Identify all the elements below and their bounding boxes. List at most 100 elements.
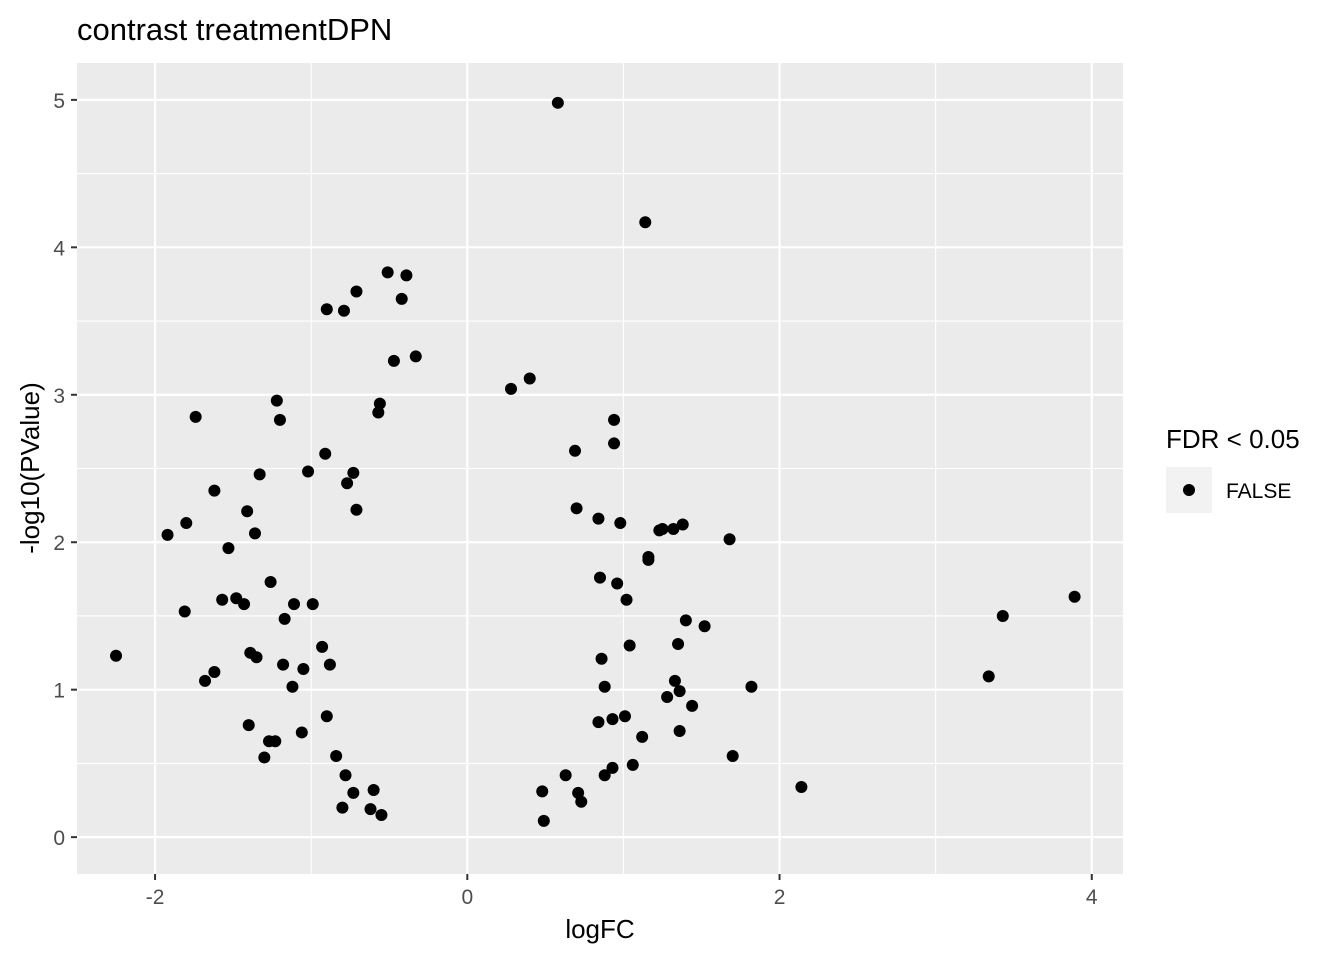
data-point (269, 735, 282, 748)
data-point (668, 674, 681, 687)
data-point (161, 528, 174, 541)
data-point (592, 716, 605, 729)
data-point (996, 609, 1009, 622)
data-point (347, 466, 360, 479)
data-point (320, 710, 333, 723)
y-axis-label: -log10(PValue) (15, 382, 45, 554)
data-point (636, 730, 649, 743)
y-tick-label: 1 (53, 680, 65, 703)
data-point (320, 303, 333, 316)
data-points (110, 96, 1081, 827)
data-point (726, 750, 739, 763)
data-point (302, 465, 315, 478)
y-tick-label: 5 (53, 90, 65, 113)
data-point (1068, 590, 1081, 603)
data-point (189, 410, 202, 423)
data-point (676, 518, 689, 531)
data-point (673, 724, 686, 737)
data-point (216, 593, 229, 606)
data-point (661, 691, 674, 704)
data-point (598, 769, 611, 782)
data-point (570, 502, 583, 515)
data-point (277, 658, 290, 671)
data-point (253, 468, 266, 481)
data-point (367, 783, 380, 796)
data-point (606, 713, 619, 726)
data-point (250, 651, 263, 664)
legend-key-point (1183, 484, 1195, 496)
data-point (350, 503, 363, 516)
data-point (551, 96, 564, 109)
data-point (598, 680, 611, 693)
data-point (639, 216, 652, 229)
data-point (592, 512, 605, 525)
data-point (642, 550, 655, 563)
data-point (286, 680, 299, 693)
data-point (698, 620, 711, 633)
data-point (110, 649, 123, 662)
data-point (375, 809, 388, 822)
data-point (982, 670, 995, 683)
data-point (620, 593, 633, 606)
data-point (242, 719, 255, 732)
y-tick-label: 4 (53, 237, 65, 260)
data-point (222, 542, 235, 555)
data-point (672, 637, 685, 650)
data-point (614, 517, 627, 530)
data-point (295, 726, 308, 739)
y-tick-label: 3 (53, 385, 65, 408)
data-point (347, 786, 360, 799)
data-point (372, 406, 385, 419)
y-axis: 0 1 2 3 4 5 (53, 90, 77, 850)
data-point (536, 785, 549, 798)
data-point (180, 517, 193, 530)
data-point (278, 612, 291, 625)
data-point (337, 304, 350, 317)
legend-title: FDR < 0.05 (1166, 424, 1300, 454)
data-point (745, 680, 758, 693)
data-point (686, 699, 699, 712)
data-point (667, 522, 680, 535)
data-point (795, 781, 808, 794)
data-point (569, 444, 582, 457)
data-point (339, 769, 352, 782)
y-tick-label: 2 (53, 532, 65, 555)
data-point (297, 663, 310, 676)
x-axis-label: logFC (565, 914, 634, 944)
x-axis: -2 0 2 4 (146, 874, 1098, 909)
data-point (364, 803, 377, 816)
data-point (273, 413, 286, 426)
data-point (656, 522, 669, 535)
y-tick-label: 0 (53, 827, 65, 850)
data-point (208, 484, 221, 497)
data-point (330, 750, 343, 763)
data-point (523, 372, 536, 385)
legend: FDR < 0.05 FALSE (1166, 424, 1300, 513)
data-point (611, 577, 624, 590)
data-point (241, 505, 254, 518)
data-point (395, 292, 408, 305)
data-point (373, 397, 386, 410)
data-point (341, 477, 354, 490)
x-tick-label: 0 (461, 886, 473, 909)
data-point (679, 614, 692, 627)
x-tick-label: -2 (146, 886, 165, 909)
data-point (572, 786, 585, 799)
data-point (595, 652, 608, 665)
data-point (673, 685, 686, 698)
data-point (350, 285, 363, 298)
x-tick-label: 2 (774, 886, 786, 909)
data-point (559, 769, 572, 782)
data-point (248, 527, 261, 540)
data-point (387, 354, 400, 367)
data-point (618, 710, 631, 723)
data-point (409, 350, 422, 363)
data-point (306, 598, 319, 611)
data-point (608, 413, 621, 426)
data-point (238, 598, 251, 611)
data-point (400, 269, 413, 282)
data-point (623, 639, 636, 652)
data-point (606, 761, 619, 774)
data-point (319, 447, 332, 460)
data-point (178, 605, 191, 618)
